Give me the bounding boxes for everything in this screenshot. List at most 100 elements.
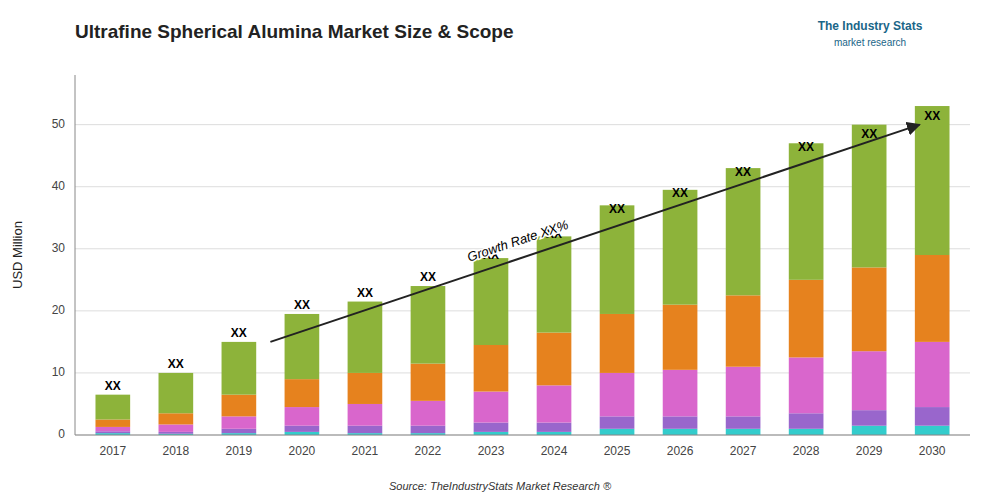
bar-segment xyxy=(348,373,383,404)
bars xyxy=(95,106,949,435)
bar-segment xyxy=(411,364,446,401)
y-axis-line xyxy=(75,75,76,435)
growth-label: Growth Rate XX% xyxy=(465,217,570,265)
grid-line xyxy=(75,248,970,249)
bar-label: XX xyxy=(798,140,814,154)
bar-segment xyxy=(348,426,383,433)
bar-segment xyxy=(348,302,383,373)
bar-segment xyxy=(222,342,257,395)
x-tick-label: 2020 xyxy=(289,444,316,458)
grid-line xyxy=(75,124,970,125)
bar-segment xyxy=(852,351,887,410)
x-tick-label: 2024 xyxy=(541,444,568,458)
bar-segment xyxy=(789,429,824,435)
bar-segment xyxy=(537,385,572,422)
y-tick-label: 20 xyxy=(52,303,66,317)
x-tick-label: 2023 xyxy=(478,444,505,458)
x-tick-label: 2019 xyxy=(226,444,253,458)
logo-text: market research xyxy=(834,37,906,48)
bar-label: XX xyxy=(294,298,310,312)
y-tick-label: 0 xyxy=(58,427,65,441)
bar-label: XX xyxy=(672,186,688,200)
bar-segment xyxy=(789,413,824,429)
x-tick-label: 2022 xyxy=(415,444,442,458)
bar-segment xyxy=(411,401,446,426)
source: Source: TheIndustryStats Market Research… xyxy=(389,480,612,492)
bar-segment xyxy=(789,357,824,413)
bar-label: XX xyxy=(924,109,940,123)
bar-segment xyxy=(222,416,257,428)
bar-label: XX xyxy=(420,270,436,284)
y-axis-label: USD Million xyxy=(10,221,25,289)
logo-text: The Industry Stats xyxy=(818,19,923,33)
bar-label: XX xyxy=(609,202,625,216)
grid-line xyxy=(75,435,970,436)
bar-segment xyxy=(852,426,887,435)
bar-label: XX xyxy=(168,357,184,371)
bar-label: XX xyxy=(105,379,121,393)
bar-segment xyxy=(95,427,130,431)
bar-segment xyxy=(663,429,698,435)
chart: 0102030405020172018201920202021202220232… xyxy=(0,0,1000,500)
bar-segment xyxy=(222,429,257,433)
grid-line xyxy=(75,310,970,311)
y-tick-label: 40 xyxy=(52,179,66,193)
x-axis-line xyxy=(75,435,970,436)
bar-segment xyxy=(663,305,698,370)
bar-segment xyxy=(789,280,824,358)
bar-segment xyxy=(600,373,635,416)
x-tick-label: 2017 xyxy=(99,444,126,458)
bar-segment xyxy=(726,429,761,435)
bar-label: XX xyxy=(735,165,751,179)
x-tick-label: 2027 xyxy=(730,444,757,458)
y-tick-label: 10 xyxy=(52,365,66,379)
bar-segment xyxy=(915,106,950,255)
bar-segment xyxy=(600,416,635,428)
y-tick-label: 30 xyxy=(52,241,66,255)
bar-segment xyxy=(474,345,509,392)
grid-line xyxy=(75,186,970,187)
bar-segment xyxy=(411,426,446,433)
bar-segment xyxy=(537,423,572,432)
bar-segment xyxy=(915,426,950,435)
x-tick-label: 2018 xyxy=(162,444,189,458)
bar-segment xyxy=(663,416,698,428)
bar-segment xyxy=(726,295,761,366)
bar-segment xyxy=(789,143,824,280)
bar-segment xyxy=(726,416,761,428)
bar-segment xyxy=(915,342,950,407)
bar-segment xyxy=(95,431,130,433)
bar-segment xyxy=(915,255,950,342)
grid xyxy=(75,125,970,435)
bar-segment xyxy=(411,286,446,364)
x-tick-label: 2030 xyxy=(919,444,946,458)
x-tick-label: 2026 xyxy=(667,444,694,458)
bar-segment xyxy=(95,419,130,426)
bar-segment xyxy=(285,314,320,379)
bar-segment xyxy=(285,426,320,432)
bar-segment xyxy=(348,404,383,426)
bar-segment xyxy=(285,407,320,426)
bar-segment xyxy=(222,395,257,417)
bar-segment xyxy=(159,373,194,413)
bar-segment xyxy=(95,395,130,420)
bar-segment xyxy=(285,379,320,407)
bar-segment xyxy=(474,392,509,423)
bar-segment xyxy=(852,267,887,351)
bar-segment xyxy=(537,333,572,386)
bar-label: XX xyxy=(357,286,373,300)
bar-segment xyxy=(852,410,887,426)
bar-segment xyxy=(600,314,635,373)
bar-segment xyxy=(159,424,194,431)
x-tick-label: 2029 xyxy=(856,444,883,458)
grid-line xyxy=(75,372,970,373)
bar-segment xyxy=(600,429,635,435)
bar-segment xyxy=(474,423,509,432)
bar-segment xyxy=(726,367,761,417)
x-tick-label: 2028 xyxy=(793,444,820,458)
y-tick-label: 50 xyxy=(52,117,66,131)
bar-segment xyxy=(159,413,194,424)
x-tick-label: 2021 xyxy=(352,444,379,458)
growth-arrow xyxy=(270,125,919,342)
bar-segment xyxy=(159,432,194,434)
